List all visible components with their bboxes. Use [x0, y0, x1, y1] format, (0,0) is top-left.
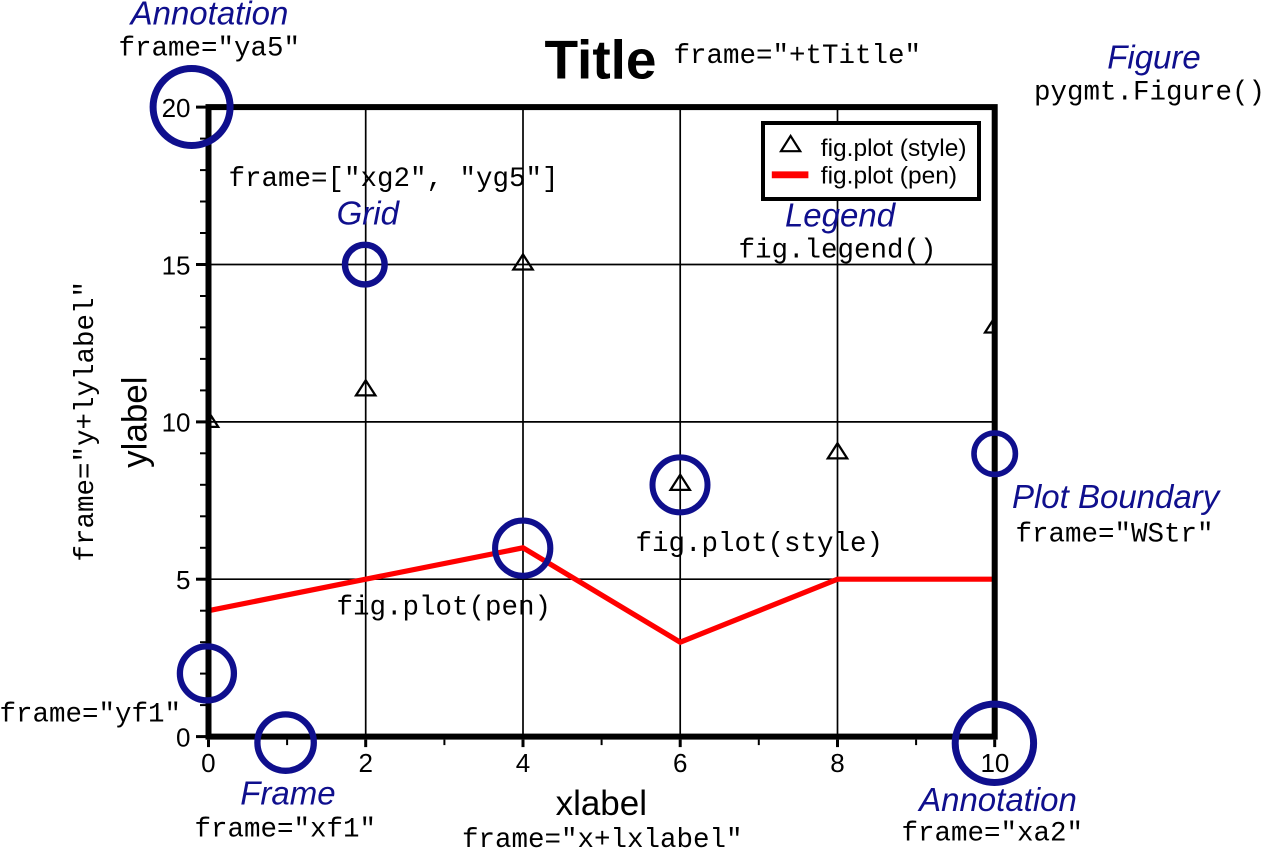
svg-text:frame="ya5": frame="ya5" [119, 34, 301, 65]
svg-text:10: 10 [980, 748, 1009, 778]
svg-text:frame=["xg2", "yg5"]: frame=["xg2", "yg5"] [229, 164, 559, 195]
svg-text:pygmt.Figure(): pygmt.Figure() [1034, 77, 1262, 108]
svg-text:6: 6 [673, 748, 687, 778]
svg-text:frame="+tTitle": frame="+tTitle" [674, 41, 922, 72]
svg-text:2: 2 [358, 748, 372, 778]
svg-text:frame="xf1": frame="xf1" [195, 814, 377, 845]
svg-text:0: 0 [201, 748, 215, 778]
svg-text:4: 4 [516, 748, 530, 778]
svg-text:Title: Title [544, 28, 656, 90]
svg-text:Annotation: Annotation [917, 781, 1077, 818]
svg-text:fig.plot (pen): fig.plot (pen) [821, 162, 957, 189]
svg-text:Annotation: Annotation [129, 0, 289, 31]
svg-text:fig.plot(pen): fig.plot(pen) [337, 592, 552, 623]
svg-text:Legend: Legend [785, 197, 897, 234]
svg-text:0: 0 [176, 722, 190, 752]
svg-text:Frame: Frame [240, 774, 335, 811]
svg-text:ylabel: ylabel [115, 376, 154, 467]
svg-text:xlabel: xlabel [556, 784, 647, 823]
svg-text:fig.plot (style): fig.plot (style) [821, 135, 967, 162]
svg-text:Grid: Grid [337, 194, 401, 231]
svg-text:fig.plot(style): fig.plot(style) [636, 529, 884, 560]
svg-text:Plot Boundary: Plot Boundary [1012, 478, 1222, 515]
svg-text:15: 15 [162, 250, 191, 280]
svg-text:frame="xa2": frame="xa2" [902, 819, 1084, 849]
svg-text:Figure: Figure [1107, 39, 1201, 76]
svg-text:5: 5 [176, 565, 190, 595]
svg-text:frame="x+lxlabel": frame="x+lxlabel" [462, 825, 743, 849]
svg-text:frame="yf1": frame="yf1" [0, 700, 181, 731]
svg-text:20: 20 [162, 93, 191, 123]
svg-text:fig.legend(): fig.legend() [739, 235, 937, 266]
svg-text:10: 10 [162, 408, 191, 438]
svg-text:8: 8 [830, 748, 844, 778]
svg-text:frame="y+lylabel": frame="y+lylabel" [71, 281, 102, 562]
svg-text:frame="WStr": frame="WStr" [1016, 520, 1214, 551]
